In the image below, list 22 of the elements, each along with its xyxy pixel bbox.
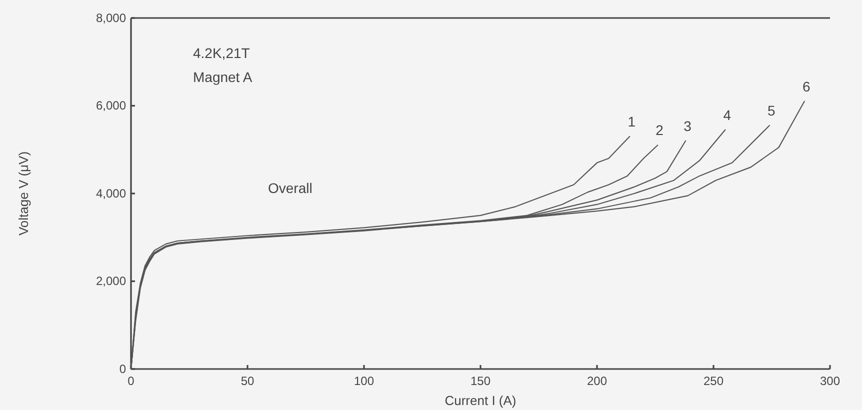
- x-tick-label: 150: [470, 374, 491, 388]
- annotation: 4.2K,21T: [193, 45, 250, 61]
- series-label: 5: [768, 102, 776, 118]
- annotation: Overall: [268, 180, 312, 196]
- series-label: 1: [628, 113, 636, 130]
- y-tick-label: 8,000: [96, 10, 126, 25]
- x-tick-label: 200: [586, 374, 608, 388]
- x-axis-title: Current I (A): [444, 393, 516, 408]
- y-tick-label: 4,000: [96, 186, 126, 200]
- series-label: 3: [684, 118, 692, 134]
- y-axis-title: Voltage V (μV): [16, 151, 31, 236]
- x-tick-label: 300: [820, 374, 840, 388]
- x-tick-label: 100: [354, 374, 374, 388]
- x-tick-label: 50: [240, 374, 254, 388]
- y-tick-label: 0: [119, 362, 126, 376]
- series-label: 2: [656, 122, 664, 138]
- series-label: 6: [802, 78, 810, 94]
- annotation: Magnet A: [193, 69, 253, 85]
- series-label: 4: [723, 106, 732, 123]
- y-tick-label: 6,000: [96, 98, 126, 113]
- x-tick-label: 250: [703, 374, 724, 388]
- y-tick-label: 2,000: [96, 274, 126, 288]
